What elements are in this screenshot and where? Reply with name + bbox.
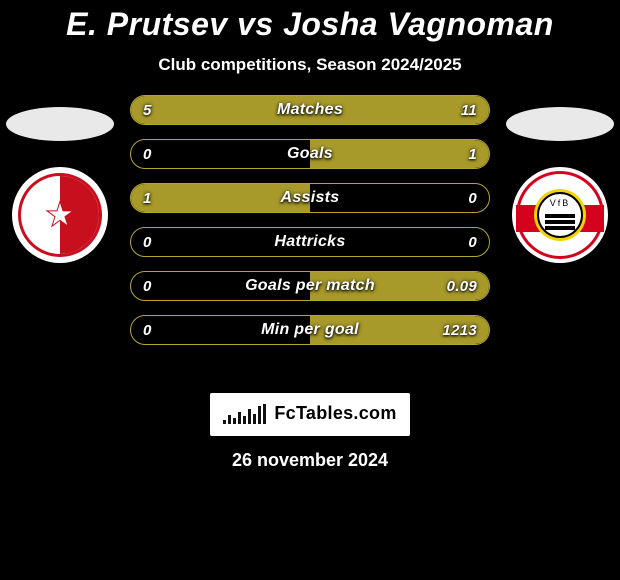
player2-club-logo: VfB [512, 167, 608, 263]
player1-silhouette [6, 107, 114, 141]
player1-name: E. Prutsev [66, 6, 228, 42]
metric-value-right: 0 [456, 184, 489, 212]
metric-row-goals-per-match: 0 0.09 Goals per match [130, 271, 490, 301]
metric-label: Hattricks [274, 233, 345, 251]
brand-chart-icon [223, 404, 266, 424]
metric-value-right: 11 [449, 96, 489, 124]
metric-value-left: 1 [131, 184, 164, 212]
metric-label: Min per goal [261, 321, 359, 339]
comparison-title: E. Prutsev vs Josha Vagnoman [0, 0, 620, 43]
metric-label: Goals [287, 145, 333, 163]
metric-value-left: 5 [131, 96, 164, 124]
metric-value-right: 1 [456, 140, 489, 168]
comparison-bars: 5 11 Matches 0 1 Goals 1 0 Assists 0 0 Hattricks 0 0.… [130, 95, 490, 345]
metric-label: Assists [280, 189, 339, 207]
vs-separator: vs [237, 6, 274, 42]
player2-column: VfB [500, 95, 620, 263]
metric-row-hattricks: 0 0 Hattricks [130, 227, 490, 257]
metric-value-right: 1213 [430, 316, 489, 344]
metric-value-left: 0 [131, 140, 164, 168]
metric-row-assists: 1 0 Assists [130, 183, 490, 213]
date-stamp: 26 november 2024 [0, 450, 620, 471]
metric-value-left: 0 [131, 272, 164, 300]
metric-row-goals: 0 1 Goals [130, 139, 490, 169]
metric-row-matches: 5 11 Matches [130, 95, 490, 125]
metric-value-left: 0 [131, 228, 164, 256]
player1-club-logo: ★ ★ ★ [12, 167, 108, 263]
player2-name: Josha Vagnoman [283, 6, 554, 42]
metric-label: Matches [277, 101, 343, 119]
player2-silhouette [506, 107, 614, 141]
player1-column: ★ ★ ★ [0, 95, 120, 263]
brand-text: FcTables.com [274, 403, 396, 424]
metric-row-min-per-goal: 0 1213 Min per goal [130, 315, 490, 345]
brand-badge: FcTables.com [210, 393, 410, 436]
metric-value-right: 0.09 [435, 272, 489, 300]
comparison-body: ★ ★ ★ VfB 5 11 Matches 0 1 Goals 1 0 Assists 0 0 Ha… [0, 95, 620, 375]
subtitle: Club competitions, Season 2024/2025 [0, 55, 620, 75]
metric-value-left: 0 [131, 316, 164, 344]
metric-value-right: 0 [456, 228, 489, 256]
metric-label: Goals per match [245, 277, 375, 295]
